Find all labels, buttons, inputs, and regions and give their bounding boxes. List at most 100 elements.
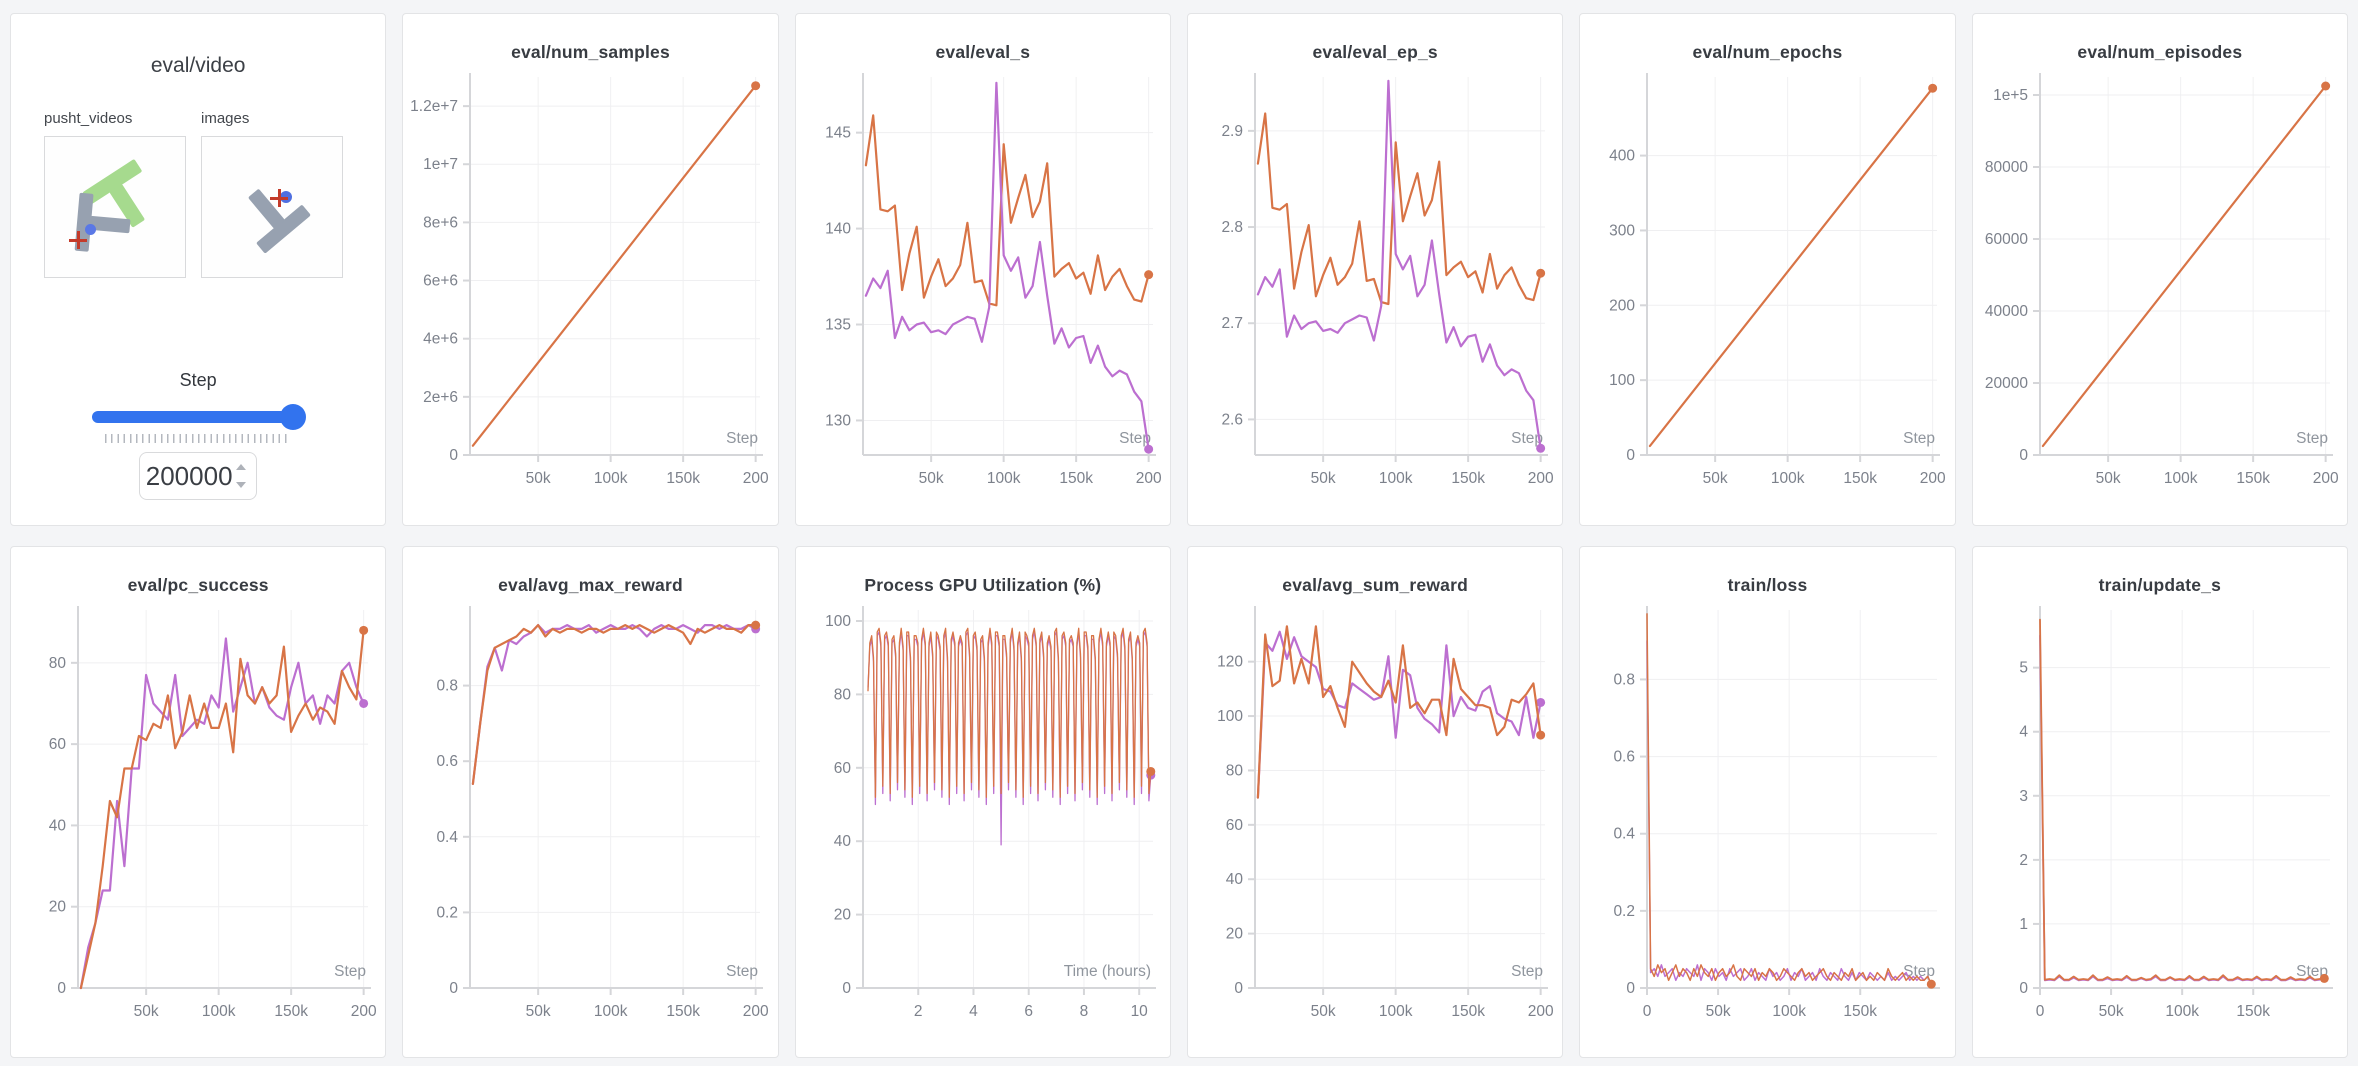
target-cross bbox=[270, 189, 288, 207]
svg-text:2: 2 bbox=[914, 1003, 923, 1020]
spinner-up-icon[interactable] bbox=[236, 464, 247, 470]
panel-eval-num-epochs: eval/num_epochs 50k 100k 150k 200 0 100 200 300… bbox=[1579, 13, 1956, 526]
svg-text:0: 0 bbox=[1627, 980, 1636, 997]
step-slider-thumb[interactable] bbox=[280, 404, 307, 430]
panel-eval-avg-max-reward: eval/avg_max_reward 50k 100k 150k 200 0 0.2 0.… bbox=[402, 545, 779, 1058]
svg-text:Time (hours): Time (hours) bbox=[1064, 963, 1151, 980]
svg-text:50k: 50k bbox=[2098, 1003, 2123, 1020]
chart-title: train/update_s bbox=[2098, 574, 2222, 595]
step-slider-track[interactable] bbox=[92, 411, 305, 423]
chart-title: eval/num_epochs bbox=[1692, 42, 1843, 62]
svg-text:200: 200 bbox=[743, 470, 769, 487]
svg-text:150k: 150k bbox=[2236, 1003, 2270, 1020]
svg-text:200: 200 bbox=[2313, 470, 2339, 487]
svg-text:8: 8 bbox=[1079, 1003, 1088, 1020]
chart-eval-eval-ep-s[interactable]: 50k 100k 150k 200 2.6 2.7 2.8 2.9 Step bbox=[1193, 63, 1557, 515]
svg-text:50k: 50k bbox=[1311, 470, 1336, 487]
chart-train-update-s[interactable]: 0 50k 100k 150k 0 1 2 3 4 5 Step bbox=[1978, 596, 2342, 1048]
chart-eval-avg-sum-reward[interactable]: 50k 100k 150k 200 0 20 40 60 80 100 120 Step bbox=[1193, 596, 1557, 1048]
svg-text:1.2e+7: 1.2e+7 bbox=[411, 98, 459, 115]
svg-text:100k: 100k bbox=[2165, 1003, 2199, 1020]
spinner-down-icon[interactable] bbox=[236, 482, 247, 488]
chart-train-loss[interactable]: 0 50k 100k 150k 0 0.2 0.4 0.6 0.8 Step bbox=[1585, 596, 1949, 1048]
svg-text:Step: Step bbox=[334, 963, 366, 980]
svg-text:Step: Step bbox=[727, 963, 759, 980]
svg-text:145: 145 bbox=[825, 125, 851, 142]
media-label-pusht-videos: pusht_videos bbox=[44, 110, 133, 127]
svg-text:1: 1 bbox=[2019, 915, 2028, 932]
svg-text:150k: 150k bbox=[667, 470, 701, 487]
panel-eval-eval-ep-s: eval/eval_ep_s 50k 100k 150k 200 2.6 2.7 2.8 2.… bbox=[1187, 13, 1564, 526]
svg-text:20: 20 bbox=[1226, 925, 1244, 942]
svg-text:0: 0 bbox=[450, 980, 459, 997]
images-thumbnail[interactable] bbox=[201, 136, 343, 278]
chart-eval-pc-success[interactable]: 50k 100k 150k 200 0 20 40 60 80 Step bbox=[16, 596, 380, 1048]
svg-text:0: 0 bbox=[58, 980, 67, 997]
svg-text:40: 40 bbox=[49, 817, 67, 834]
step-slider[interactable] bbox=[92, 404, 307, 430]
svg-text:100: 100 bbox=[825, 613, 851, 630]
chart-title: train/loss bbox=[1727, 574, 1808, 595]
svg-text:100k: 100k bbox=[1379, 1003, 1413, 1020]
step-input[interactable] bbox=[140, 453, 257, 499]
pusht-videos-thumbnail[interactable] bbox=[44, 136, 186, 278]
svg-text:200: 200 bbox=[1610, 297, 1636, 314]
svg-text:60000: 60000 bbox=[1985, 231, 2028, 248]
chart-title: eval/eval_ep_s bbox=[1312, 42, 1438, 62]
svg-text:0: 0 bbox=[2019, 980, 2028, 997]
svg-text:1e+7: 1e+7 bbox=[424, 156, 459, 173]
step-input-box bbox=[139, 452, 258, 500]
svg-text:10: 10 bbox=[1130, 1003, 1148, 1020]
svg-text:0: 0 bbox=[842, 980, 851, 997]
svg-text:200: 200 bbox=[1528, 470, 1554, 487]
chart-eval-num-episodes[interactable]: 50k 100k 150k 200 0 20000 40000 60000 80000 1e+5 S… bbox=[1978, 63, 2342, 515]
svg-text:50k: 50k bbox=[2095, 470, 2120, 487]
panel-eval-video: eval/video pusht_videos images Step bbox=[10, 13, 387, 526]
chart-title: eval/pc_success bbox=[127, 574, 269, 595]
chart-eval-num-epochs[interactable]: 50k 100k 150k 200 0 100 200 300 400 Step bbox=[1585, 63, 1949, 515]
svg-text:Step: Step bbox=[727, 430, 759, 447]
svg-text:50k: 50k bbox=[526, 1003, 551, 1020]
gray-t-object bbox=[229, 172, 311, 254]
svg-text:20: 20 bbox=[834, 906, 852, 923]
panel-train-update-s: train/update_s 0 50k 100k 150k 0 1 2 3 4 5 Step bbox=[1971, 545, 2348, 1058]
chart-title: eval/avg_sum_reward bbox=[1282, 574, 1469, 595]
chart-eval-avg-max-reward[interactable]: 50k 100k 150k 200 0 0.2 0.4 0.6 0.8 Step bbox=[408, 596, 772, 1048]
chart-title: Process GPU Utilization (%) bbox=[864, 574, 1102, 595]
svg-text:0.4: 0.4 bbox=[437, 828, 459, 845]
step-slider-label: Step bbox=[179, 370, 217, 390]
chart-title: eval/num_episodes bbox=[2077, 42, 2243, 62]
svg-text:50k: 50k bbox=[134, 1003, 159, 1020]
svg-text:0.6: 0.6 bbox=[437, 753, 459, 770]
svg-text:130: 130 bbox=[825, 412, 851, 429]
svg-text:4e+6: 4e+6 bbox=[424, 331, 459, 348]
svg-text:0.6: 0.6 bbox=[1614, 748, 1636, 765]
svg-text:2.7: 2.7 bbox=[1222, 315, 1244, 332]
slider-tick-ruler bbox=[105, 434, 292, 443]
svg-text:0: 0 bbox=[2019, 447, 2028, 464]
svg-text:20: 20 bbox=[49, 898, 67, 915]
svg-text:Step: Step bbox=[1904, 430, 1936, 447]
svg-text:2.9: 2.9 bbox=[1222, 123, 1244, 140]
svg-text:50k: 50k bbox=[918, 470, 943, 487]
chart-title: eval/num_samples bbox=[511, 42, 670, 62]
svg-text:100: 100 bbox=[1610, 372, 1636, 389]
panel-eval-pc-success: eval/pc_success 50k 100k 150k 200 0 20 40 60 80 S… bbox=[10, 545, 387, 1058]
svg-text:4: 4 bbox=[2019, 723, 2028, 740]
svg-text:50k: 50k bbox=[1706, 1003, 1731, 1020]
chart-title: eval/avg_max_reward bbox=[498, 574, 683, 595]
svg-text:0.8: 0.8 bbox=[1614, 671, 1636, 688]
chart-eval-eval-s[interactable]: 50k 100k 150k 200 130 135 140 145 Step bbox=[801, 63, 1165, 515]
svg-text:150k: 150k bbox=[274, 1003, 308, 1020]
svg-text:80: 80 bbox=[49, 654, 67, 671]
svg-text:150k: 150k bbox=[667, 1003, 701, 1020]
chart-eval-num-samples[interactable]: 50k 100k 150k 200 0 2e+6 4e+6 6e+6 8e+6 1e+7 1.2e+… bbox=[408, 63, 772, 515]
panel-eval-num-samples: eval/num_samples 50k 100k 150k 200 0 2e+6 4e+6… bbox=[402, 13, 779, 526]
svg-text:150k: 150k bbox=[1844, 1003, 1878, 1020]
chart-title: eval/eval_s bbox=[935, 42, 1031, 62]
svg-text:200: 200 bbox=[1920, 470, 1946, 487]
media-label-images: images bbox=[201, 110, 250, 127]
svg-text:0: 0 bbox=[2036, 1003, 2045, 1020]
